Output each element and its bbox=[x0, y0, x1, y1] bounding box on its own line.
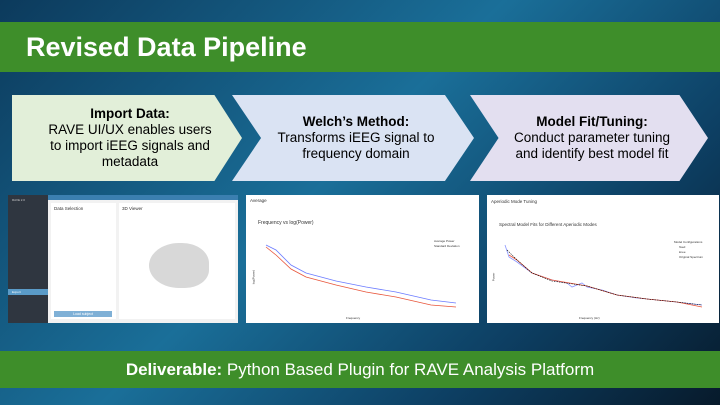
slide-title: Revised Data Pipeline bbox=[0, 22, 720, 72]
legend-item: Standard Deviation bbox=[434, 244, 460, 248]
legend-item: fixed bbox=[679, 245, 686, 249]
original-line bbox=[506, 249, 703, 306]
average-power-line bbox=[265, 244, 457, 304]
model-fit-screenshot: Aperiodic Mode Tuning Spectral Model Fit… bbox=[487, 195, 719, 323]
y-axis-label: log(Power) bbox=[251, 269, 256, 285]
rave-sidebar: RAVE 2.0 Export bbox=[8, 195, 48, 323]
brain-image bbox=[149, 243, 209, 288]
panel-title: Aperiodic Mode Tuning bbox=[491, 199, 538, 204]
x-axis-label: Frequency bbox=[346, 316, 361, 320]
legend-title: Model Configurations bbox=[674, 240, 703, 244]
y-axis-label: Power bbox=[491, 272, 496, 282]
legend-item: knee bbox=[679, 250, 686, 254]
step-heading: Import Data: bbox=[90, 106, 170, 121]
welch-plot bbox=[265, 244, 457, 308]
step-heading: Welch’s Method: bbox=[302, 114, 410, 129]
std-line bbox=[265, 246, 457, 308]
step-heading: Model Fit/Tuning: bbox=[536, 114, 648, 129]
fixed-line bbox=[504, 244, 703, 306]
knee-line bbox=[508, 254, 703, 308]
viewer-title: 3D Viewer bbox=[122, 206, 143, 211]
fit-plot bbox=[504, 244, 703, 308]
step-import-data: Import Data: RAVE UI/UX enables users to… bbox=[12, 95, 242, 181]
sidebar-item-export: Export bbox=[8, 289, 48, 295]
x-axis-label: Frequency (Hz) bbox=[579, 316, 600, 320]
load-subject-button: Load subject bbox=[54, 311, 112, 317]
step-body: Conduct parameter tuning and identify be… bbox=[513, 130, 671, 161]
step-body: Transforms iEEG signal to frequency doma… bbox=[277, 130, 435, 161]
legend-item: Original Spectrum bbox=[679, 255, 704, 259]
step-welch-method: Welch’s Method: Transforms iEEG signal t… bbox=[232, 95, 474, 181]
step-body: RAVE UI/UX enables users to import iEEG … bbox=[48, 122, 212, 169]
deliverable-label: Deliverable: bbox=[125, 360, 223, 379]
rave-screenshot: RAVE 2.0 Export Data Selection Load subj… bbox=[8, 195, 238, 323]
chart-title: Spectral Model Fits for Different Aperio… bbox=[499, 222, 597, 227]
panel-title: Data Selection bbox=[54, 206, 84, 211]
legend-item: Average Power bbox=[434, 239, 455, 243]
welch-screenshot: Average Frequency vs log(Power) Average … bbox=[246, 195, 479, 323]
panel-title: Average bbox=[250, 198, 267, 203]
deliverable-text: Python Based Plugin for RAVE Analysis Pl… bbox=[222, 360, 595, 379]
app-name: RAVE 2.0 bbox=[12, 198, 25, 202]
step-model-fit: Model Fit/Tuning: Conduct parameter tuni… bbox=[470, 95, 708, 181]
chart-title: Frequency vs log(Power) bbox=[258, 220, 314, 226]
deliverable-banner: Deliverable: Python Based Plugin for RAV… bbox=[0, 351, 720, 388]
